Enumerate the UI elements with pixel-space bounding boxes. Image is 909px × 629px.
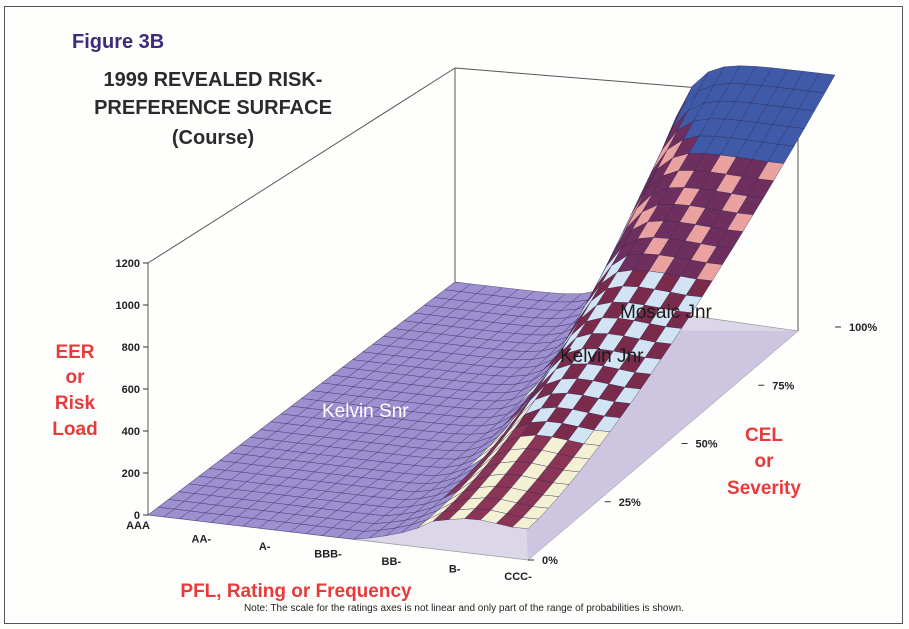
x-axis-label: PFL, Rating or Frequency xyxy=(180,581,412,602)
z-axis-label-line-1: EER xyxy=(55,342,94,363)
x-tick-label: AAA xyxy=(126,520,150,532)
z-tick-label: 1200 xyxy=(116,258,140,270)
y-axis-label-line-1: CEL xyxy=(745,425,783,446)
z-tick-label: 800 xyxy=(122,342,140,354)
z-axis-label-line-4: Load xyxy=(52,419,97,440)
chart-title-line-3: (Course) xyxy=(172,127,254,149)
annotation-mosaic-jnr: Mosaic Jnr xyxy=(620,302,713,323)
y-axis-label-line-2: or xyxy=(755,451,775,472)
y-tick-label: 0% xyxy=(542,555,558,567)
x-tick-label: BBB- xyxy=(314,549,342,561)
axis-ticks: 0 200 400 600 800 1000 1200 AAA AA- A- BBB- BB- B- CC… xyxy=(116,258,878,583)
z-tick-label: 0 xyxy=(134,510,140,522)
annotation-kelvin-jnr: Kelvin Jnr xyxy=(560,346,644,367)
z-tick-label: 1000 xyxy=(116,300,140,312)
x-tick-label: CCC- xyxy=(504,571,532,583)
y-tick-label: 25% xyxy=(619,497,641,509)
footnote: Note: The scale for the ratings axes is … xyxy=(244,603,684,614)
z-axis-label-line-3: Risk xyxy=(55,393,96,414)
y-axis-label-line-3: Severity xyxy=(727,478,801,499)
x-tick-label: B- xyxy=(449,564,461,576)
back-wall-left-edge xyxy=(147,67,456,264)
z-tick-label: 200 xyxy=(122,468,140,480)
surface-facet xyxy=(511,517,539,529)
figure-label: Figure 3B xyxy=(72,31,164,53)
chart-title-line-2: PREFERENCE SURFACE xyxy=(94,97,332,119)
y-tick-label: 75% xyxy=(772,380,794,392)
x-tick-label: AA- xyxy=(192,534,212,546)
x-tick-label: A- xyxy=(259,541,271,553)
z-tick-label: 600 xyxy=(122,384,140,396)
z-tick-label: 400 xyxy=(122,426,140,438)
x-tick-label: BB- xyxy=(382,556,402,568)
z-axis-label-line-2: or xyxy=(66,367,86,388)
y-tick-label: 100% xyxy=(849,322,877,334)
risk-surface xyxy=(147,65,836,540)
chart-title-line-1: 1999 REVEALED RISK- xyxy=(104,69,323,91)
y-tick-label: 50% xyxy=(696,439,718,451)
annotation-kelvin-snr: Kelvin Snr xyxy=(322,401,409,422)
